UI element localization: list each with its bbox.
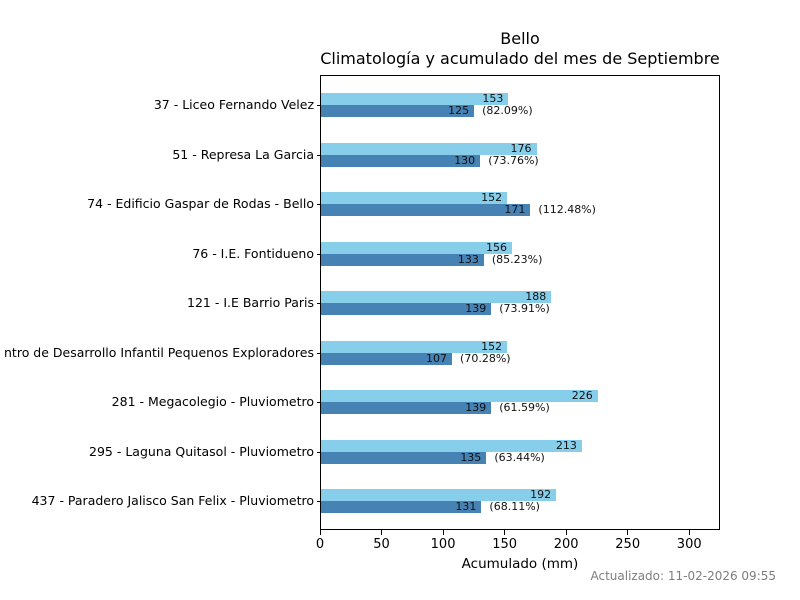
bar-group: 153 125 (82.09%): [321, 93, 719, 117]
accumulated-value-label: 139: [465, 401, 487, 414]
accumulated-value-label: 107: [426, 351, 448, 365]
bar-group: 213 135 (63.44%): [321, 438, 719, 464]
climatology-bar: 192: [321, 488, 557, 501]
accumulated-bar: 130: [321, 153, 481, 167]
x-tick-label: 100: [430, 537, 456, 552]
x-tick: [442, 530, 444, 535]
accumulated-bar: 139: [321, 401, 492, 414]
category-label: 437 - Paradero Jalisco San Felix - Pluvi…: [31, 493, 314, 508]
percent-label: (112.48%): [538, 203, 596, 216]
accumulated-value-label: 130: [454, 153, 476, 167]
percent-label: (70.28%): [460, 351, 511, 365]
accumulated-value-label: 139: [465, 302, 487, 315]
percent-label: (61.59%): [499, 401, 550, 414]
x-axis-label: Acumulado (mm): [461, 556, 579, 572]
category-label: 281 - Megacolegio - Pluviometro: [111, 394, 314, 409]
climatology-value-label: 153: [482, 92, 504, 105]
x-tick: [688, 530, 690, 535]
bar-group: 188 139 (73.91%): [321, 291, 719, 315]
climatology-bar: 226: [321, 390, 598, 402]
category-label: 76 - I.E. Fontidueno: [192, 245, 314, 261]
bar-group: 192 131 (68.11%): [321, 489, 719, 513]
climatology-value-label: 188: [525, 290, 547, 303]
climatology-value-label: 213: [555, 438, 577, 452]
accumulated-bar: 139: [321, 302, 492, 315]
plot-area: 37 - Liceo Fernando Velez 153 125 (82.09%) 5…: [4, 75, 720, 530]
category-label: 295 - Laguna Quitasol - Pluviometro: [89, 443, 314, 459]
x-tick-label: 150: [492, 537, 518, 552]
bar-group: 152 171 (112.48%): [321, 192, 719, 216]
climatology-bar: 152: [321, 191, 508, 204]
percent-label: (82.09%): [482, 104, 533, 117]
x-tick: [381, 530, 383, 535]
climatology-bar: 176: [321, 141, 537, 155]
bar-group: 152 107 (70.28%): [321, 339, 719, 365]
x-tick-label: 50: [373, 537, 390, 552]
climatology-value-label: 226: [571, 389, 593, 402]
category-label: 51 - Represa La Garcia: [172, 146, 314, 162]
y-tick: [317, 451, 321, 453]
climatology-bar: 153: [321, 92, 509, 105]
climatology-value-label: 176: [510, 141, 532, 155]
category-label: 74 - Edificio Gaspar de Rodas - Bello: [87, 196, 314, 211]
accumulated-value-label: 171: [504, 203, 526, 216]
climatology-value-label: 156: [486, 240, 508, 254]
category-label: 37 - Liceo Fernando Velez: [153, 97, 314, 112]
accumulated-bar: 107: [321, 351, 453, 365]
climatology-bar: 188: [321, 290, 552, 303]
climatology-value-label: 152: [481, 191, 503, 204]
accumulated-value-label: 133: [457, 252, 479, 266]
chart-title: Bello: [500, 29, 540, 48]
climatology-value-label: 152: [481, 339, 503, 353]
y-tick: [317, 501, 321, 502]
bar-group: 156 133 (85.23%): [321, 240, 719, 266]
x-tick-label: 250: [615, 537, 641, 552]
y-tick: [317, 105, 321, 106]
accumulated-value-label: 125: [448, 104, 470, 117]
percent-label: (63.44%): [494, 450, 545, 464]
y-tick: [317, 303, 321, 304]
accumulated-bar: 133: [321, 252, 484, 266]
percent-label: (68.11%): [489, 500, 540, 513]
accumulated-bar: 171: [321, 203, 531, 216]
percent-label: (73.76%): [488, 153, 539, 167]
chart-subtitle: Climatología y acumulado del mes de Sept…: [320, 48, 720, 68]
climatology-value-label: 192: [530, 488, 552, 501]
chart-title-block: Bello Climatología y acumulado del mes d…: [320, 29, 720, 68]
x-tick-label: 300: [676, 537, 702, 552]
climatology-bar: 152: [321, 339, 508, 353]
climatology-bar: 213: [321, 438, 582, 452]
y-tick: [317, 253, 321, 255]
category-label: 121 - I.E Barrio Paris: [187, 295, 314, 310]
accumulated-bar: 131: [321, 500, 482, 513]
bar-group: 226 139 (61.59%): [321, 390, 719, 414]
x-tick-label: 0: [315, 537, 325, 552]
percent-label: (85.23%): [491, 252, 543, 266]
percent-label: (73.91%): [499, 302, 550, 315]
climatology-bar: 156: [321, 240, 513, 254]
accumulated-bar: 125: [321, 104, 475, 117]
accumulated-value-label: 135: [460, 450, 482, 464]
x-tick: [627, 530, 629, 535]
y-tick: [317, 204, 321, 205]
x-tick-label: 200: [553, 537, 579, 552]
category-label: ntro de Desarrollo Infantil Pequenos Exp…: [4, 344, 314, 360]
x-tick: [565, 530, 567, 535]
x-tick: [319, 530, 321, 535]
y-tick: [317, 154, 321, 156]
accumulated-value-label: 131: [455, 500, 477, 513]
y-tick: [317, 402, 321, 403]
x-tick: [504, 530, 506, 535]
y-tick: [317, 352, 321, 354]
bar-group: 176 130 (73.76%): [321, 141, 719, 167]
updated-timestamp: Actualizado: 11-02-2026 09:55: [590, 569, 776, 583]
accumulated-bar: 135: [321, 450, 487, 464]
